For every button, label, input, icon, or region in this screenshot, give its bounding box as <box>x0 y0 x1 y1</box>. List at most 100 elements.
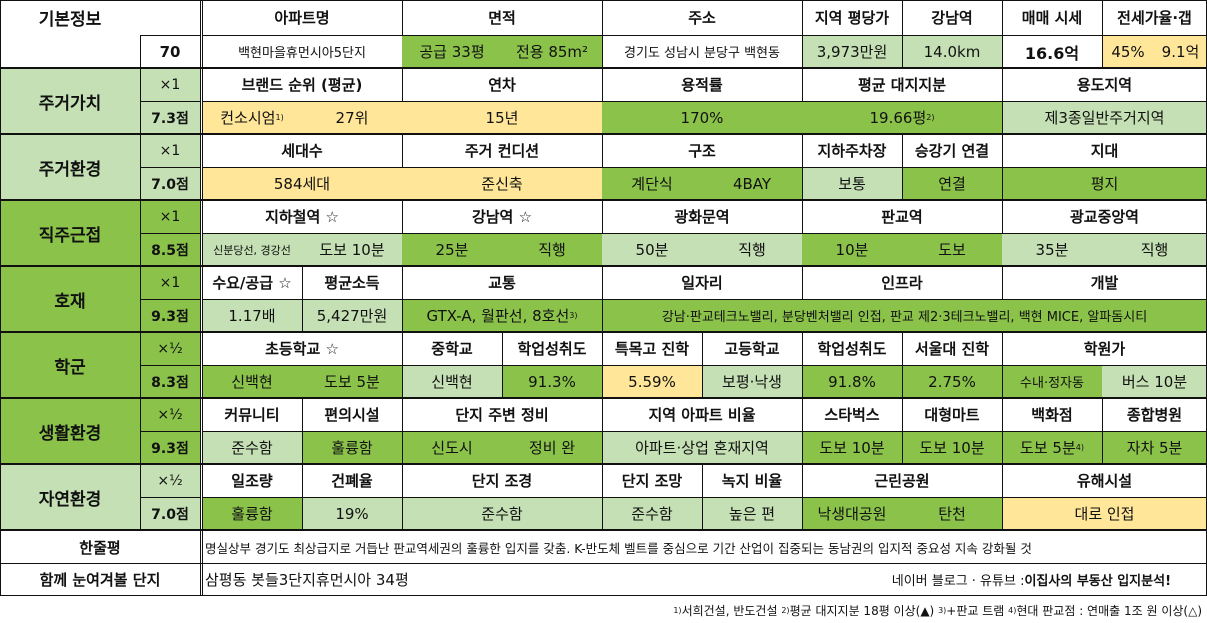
transport-value: GTX-A, 월판선, 8호선 3) <box>402 299 602 332</box>
header-elevator: 승강기 연결 <box>902 134 1002 167</box>
header-green: 녹지 비율 <box>702 464 802 497</box>
hazard-value: 대로 인접 <box>1002 497 1207 530</box>
header-jeonse: 전세가율·갭 <box>1102 0 1207 35</box>
hospital-value: 자차 5분 <box>1102 431 1207 464</box>
header-landscape: 단지 조경 <box>402 464 602 497</box>
header-hazard: 유해시설 <box>1002 464 1207 497</box>
basic-info-label: 기본정보 <box>0 0 140 35</box>
header-middle: 중학교 <box>402 332 502 365</box>
redev-status: 정비 완 <box>502 431 602 464</box>
sale-price: 16.6억 <box>1002 35 1102 68</box>
header-condition: 주거 컨디션 <box>402 134 602 167</box>
header-region-price: 지역 평당가 <box>802 0 902 35</box>
section-label-living-env: 생활환경 <box>0 398 140 464</box>
high-score-value: 91.8% <box>802 365 902 398</box>
header-special-hs: 특목고 진학 <box>602 332 702 365</box>
middle-value: 신백현 <box>402 365 502 398</box>
summary-label: 한줄평 <box>0 531 200 563</box>
score: 9.3점 <box>140 299 200 332</box>
apt-name: 백현마을휴먼시아5단지 <box>202 35 402 68</box>
header-income: 평균소득 <box>302 266 402 299</box>
multiplier: ×1 <box>140 266 200 299</box>
header-bcr: 건폐율 <box>302 464 402 497</box>
subway-lines: 신분당선, 경강선 <box>202 233 302 266</box>
terrain-value: 평지 <box>1002 167 1207 200</box>
parking-value: 보통 <box>802 167 902 200</box>
header-apt-ratio: 지역 아파트 비율 <box>602 398 802 431</box>
related-complex: 삼평동 봇들3단지휴먼시아 34평 <box>202 563 702 596</box>
elementary-value: 신백현 <box>202 365 302 398</box>
elevator-value: 연결 <box>902 167 1002 200</box>
header-high: 고등학교 <box>702 332 802 365</box>
region-price: 3,973만원 <box>802 35 902 68</box>
address: 경기도 성남시 분당구 백현동 <box>602 35 802 68</box>
gwanghwamun-time: 50분 <box>602 233 702 266</box>
header-snu: 서울대 진학 <box>902 332 1002 365</box>
header-dept-store: 백화점 <box>1002 398 1102 431</box>
header-high-score: 학업성취도 <box>802 332 902 365</box>
summary-text: 명실상부 경기도 최상급지로 거듭난 판교역세권의 훌륭한 입지를 갖춤. K-… <box>202 531 1207 563</box>
header-address: 주소 <box>602 0 802 35</box>
area-supply: 공급 33평 <box>402 35 502 68</box>
header-infra: 인프라 <box>802 266 1002 299</box>
header-sunlight: 일조량 <box>202 464 302 497</box>
header-mart: 대형마트 <box>902 398 1002 431</box>
pangyo-time: 10분 <box>802 233 902 266</box>
age-value: 15년 <box>402 101 602 134</box>
middle-score-value: 91.3% <box>502 365 602 398</box>
header-gangnam-station: 강남역 ☆ <box>402 200 602 233</box>
section-label-school: 학군 <box>0 332 140 398</box>
header-park: 근린공원 <box>802 464 1002 497</box>
high-value: 보평·낙생 <box>702 365 802 398</box>
gwanggyo-mode: 직행 <box>1102 233 1207 266</box>
academy-time: 버스 10분 <box>1102 365 1207 398</box>
sunlight-value: 훌륭함 <box>202 497 302 530</box>
view-value: 준수함 <box>602 497 702 530</box>
income-value: 5,427만원 <box>302 299 402 332</box>
gwanggyo-time: 35분 <box>1002 233 1102 266</box>
header-subway: 지하철역 ☆ <box>202 200 402 233</box>
gangnam-time: 25분 <box>402 233 502 266</box>
score: 8.5점 <box>140 233 200 266</box>
mart-value: 도보 10분 <box>902 431 1002 464</box>
community-value: 준수함 <box>202 431 302 464</box>
score: 8.3점 <box>140 365 200 398</box>
header-structure: 구조 <box>602 134 802 167</box>
header-sale-price: 매매 시세 <box>1002 0 1102 35</box>
green-ratio-value: 높은 편 <box>702 497 802 530</box>
multiplier: ×1 <box>140 68 200 101</box>
multiplier: ×½ <box>140 332 200 365</box>
header-starbucks: 스타벅스 <box>802 398 902 431</box>
header-area: 면적 <box>402 0 602 35</box>
header-brand: 브랜드 순위 (평균) <box>202 68 402 101</box>
subway-walk: 도보 10분 <box>302 233 402 266</box>
header-gwanghwamun: 광화문역 <box>602 200 802 233</box>
score: 7.0점 <box>140 167 200 200</box>
jeonse-gap: 9.1억 <box>1154 35 1207 68</box>
supply-demand-value: 1.17배 <box>202 299 302 332</box>
zone-value: 제3종일반주거지역 <box>1002 101 1207 134</box>
apt-ratio-value: 아파트·상업 혼재지역 <box>602 431 802 464</box>
land-share-value: 19.66평 2) <box>802 101 1002 134</box>
header-view: 단지 조망 <box>602 464 702 497</box>
multiplier: ×½ <box>140 464 200 497</box>
header-hospital: 종합병원 <box>1102 398 1207 431</box>
special-hs-value: 5.59% <box>602 365 702 398</box>
starbucks-value: 도보 10분 <box>802 431 902 464</box>
multiplier: ×½ <box>140 398 200 431</box>
landscape-value: 준수함 <box>402 497 602 530</box>
convenience-value: 훌륭함 <box>302 431 402 464</box>
header-middle-score: 학업성취도 <box>502 332 602 365</box>
snu-value: 2.75% <box>902 365 1002 398</box>
score: 7.0점 <box>140 497 200 530</box>
header-households: 세대수 <box>202 134 402 167</box>
header-land-share: 평균 대지지분 <box>802 68 1002 101</box>
academy-area: 수내·정자동 <box>1002 365 1102 398</box>
header-transport: 교통 <box>402 266 602 299</box>
score: 7.3점 <box>140 101 200 134</box>
gwanghwamun-mode: 직행 <box>702 233 802 266</box>
credit: 네이버 블로그 · 유튜브 : 이집사의 부동산 입지분석! <box>702 563 1207 596</box>
header-parking: 지하주차장 <box>802 134 902 167</box>
pangyo-mode: 도보 <box>902 233 1002 266</box>
